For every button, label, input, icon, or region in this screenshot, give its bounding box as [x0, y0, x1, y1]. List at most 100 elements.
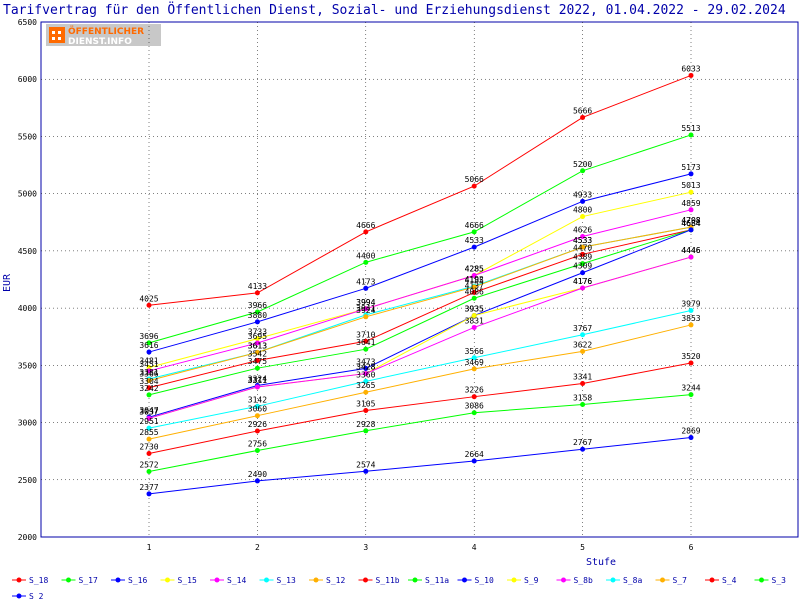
legend-item-s-16: S_16 [111, 576, 147, 585]
data-label-s-15: 3733 [248, 328, 267, 337]
data-point-s-7 [146, 436, 152, 442]
data-point-s-11a [471, 295, 477, 301]
data-label-s-14: 3695 [248, 332, 267, 341]
legend-item-s-3: S_3 [754, 576, 786, 585]
logo-line1: ÖFFENTLICHER [68, 26, 144, 37]
data-point-s-17 [688, 132, 694, 138]
series-line-s-16 [148, 173, 692, 353]
data-label-s-16: 4173 [356, 277, 375, 286]
data-point-s-7 [363, 389, 369, 395]
data-label-s-4: 3226 [465, 386, 484, 395]
legend-label: S_11b [376, 576, 400, 585]
data-point-s-18 [363, 229, 369, 235]
data-point-s-12 [146, 378, 152, 384]
legend-item-s-15: S_15 [160, 576, 197, 585]
data-label-s-4: 2730 [139, 442, 158, 451]
data-label-s-15: 4800 [573, 206, 592, 215]
legend-label: S_8a [623, 576, 642, 585]
y-tick-label: 4500 [18, 247, 37, 256]
legend-label: S_17 [79, 576, 98, 585]
data-point-s-3 [146, 469, 152, 475]
data-point-s-11a [363, 346, 369, 352]
data-point-s-8a [254, 403, 260, 409]
x-tick-label: 3 [363, 543, 368, 552]
legend-marker [660, 577, 665, 583]
legend-item-s-12: S_12 [309, 576, 345, 585]
data-label-s-11a: 4389 [573, 253, 592, 262]
data-label-s-16: 3880 [248, 311, 267, 320]
data-point-s-11b [471, 289, 477, 295]
data-point-s-16 [471, 244, 477, 250]
data-point-s-16 [363, 285, 369, 291]
legend-label: S_7 [673, 576, 688, 585]
data-label-s-7: 3622 [573, 340, 592, 349]
legend-item-s-8a: S_8a [606, 576, 642, 585]
x-tick-label: 5 [580, 543, 585, 552]
data-label-s-14: 4626 [573, 225, 592, 234]
data-point-s-2 [471, 458, 477, 464]
x-tick-label: 6 [689, 543, 694, 552]
data-label-s-13: 4708 [681, 216, 700, 225]
series-line-s-14 [148, 209, 692, 372]
legend-item-s-9: S_9 [507, 576, 539, 585]
data-point-s-7 [580, 348, 586, 354]
legend-marker [511, 577, 517, 583]
data-point-s-4 [471, 394, 477, 400]
data-point-s-12 [580, 244, 586, 250]
data-label-s-2: 2574 [356, 460, 375, 469]
data-label-s-9: 4176 [573, 277, 592, 286]
x-axis-label: Stufe [586, 557, 616, 568]
data-point-s-4 [688, 360, 694, 366]
series-line-s-17 [148, 134, 692, 344]
legend-item-s-2: S_2 [12, 592, 44, 600]
series-line-s-2 [148, 437, 692, 495]
legend-marker [165, 577, 170, 583]
series-line-s-12 [148, 226, 692, 382]
data-label-s-8b: 3037 [139, 407, 158, 416]
legend-marker [610, 577, 616, 583]
legend-marker [313, 577, 319, 583]
y-axis: 2000 2500 3000 3500 4000 4500 5000 5500 6000 6500 [18, 18, 37, 542]
data-point-s-7 [254, 413, 260, 419]
data-label-s-11b: 3710 [356, 330, 375, 339]
data-point-s-8b [254, 384, 260, 390]
data-label-s-12: 4708 [681, 216, 700, 225]
data-point-s-12 [471, 284, 477, 290]
data-label-s-18: 5666 [573, 106, 592, 115]
data-point-s-8a [146, 425, 152, 431]
data-label-s-3: 2572 [139, 461, 158, 470]
data-point-s-18 [688, 72, 694, 78]
legend-label: S_16 [128, 576, 147, 585]
data-point-s-2 [688, 435, 694, 441]
data-point-s-16 [580, 198, 586, 204]
legend-item-s-8b: S_8b [556, 576, 593, 585]
y-tick-label: 4000 [18, 304, 37, 313]
data-label-s-17: 4400 [356, 251, 375, 260]
data-point-s-16 [146, 349, 152, 355]
data-label-s-3: 2756 [248, 439, 267, 448]
legend-label: S_18 [29, 576, 48, 585]
data-point-s-15 [146, 365, 152, 371]
data-label-s-8b: 4446 [681, 246, 700, 255]
data-label-s-8b: 3311 [248, 376, 267, 385]
logo-line2: DIENST.INFO [68, 37, 132, 47]
logo-background [46, 24, 161, 46]
data-label-s-3: 3158 [573, 393, 592, 402]
data-label-s-18: 5066 [465, 175, 484, 184]
data-label-s-8b: 3428 [356, 363, 375, 372]
legend-label: S_13 [277, 576, 296, 585]
data-label-s-4: 2926 [248, 420, 267, 429]
data-label-s-16: 5173 [681, 163, 700, 172]
logo: ÖFFENTLICHER DIENST.INFO [46, 24, 161, 47]
legend: S_18 S_17 S_16 S_15 S_14 S_13 S_12 S_11b S_11a S_… [12, 576, 786, 600]
y-axis-label: EUR [2, 273, 13, 292]
data-label-s-7: 3060 [248, 405, 267, 414]
series-line-s-3 [148, 394, 692, 473]
y-tick-label: 3500 [18, 361, 37, 370]
data-point-s-11b [254, 358, 260, 364]
data-label-s-12: 4533 [573, 236, 592, 245]
data-labels-layer: 4025 4133 4666 5066 5666 6033 3696 3966 4400 4666… [139, 64, 700, 491]
y-tick-label: 6500 [18, 18, 37, 27]
data-point-s-8b [580, 285, 586, 291]
